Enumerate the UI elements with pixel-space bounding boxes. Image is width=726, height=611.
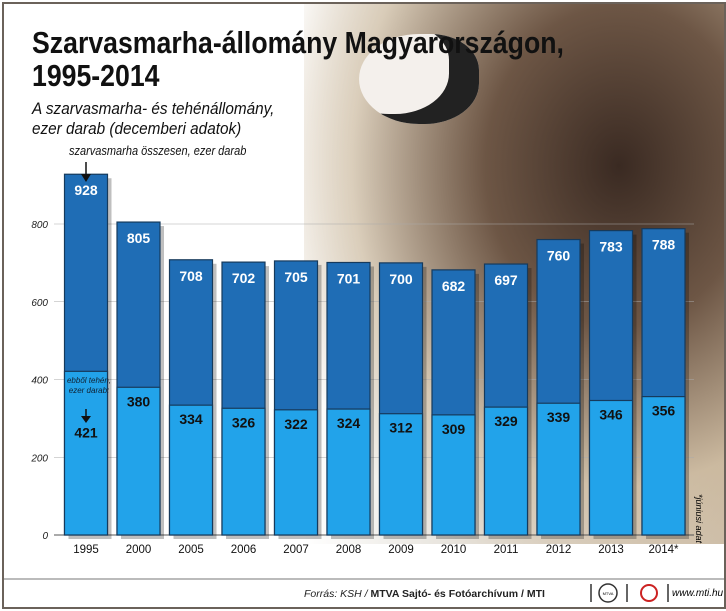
x-tick-label: 2006 <box>231 544 257 556</box>
mti-logo <box>640 584 658 602</box>
data-label-cow: 309 <box>442 421 466 437</box>
x-tick-label: 2008 <box>336 544 362 556</box>
x-tick-label: 2012 <box>546 544 572 556</box>
bar-cow <box>536 402 581 536</box>
data-label-total: 783 <box>599 239 623 255</box>
data-label-cow: 346 <box>599 406 623 422</box>
chart-title: Szarvasmarha-állomány Magyarországon, 19… <box>32 25 564 93</box>
bar-cow <box>483 406 529 536</box>
bar-cow <box>221 407 266 536</box>
subtitle-line: A szarvasmarha- és tehénállomány, <box>32 99 275 118</box>
data-label-total: 708 <box>179 268 203 284</box>
arrow-head <box>81 174 91 182</box>
data-label-cow: 421 <box>74 424 98 440</box>
source-bold: MTVA Sajtó- és Fotóarchívum / MTI <box>370 588 545 600</box>
data-label-total: 701 <box>337 270 361 286</box>
data-label-cow: 312 <box>389 420 413 436</box>
cow-head-image <box>359 34 479 124</box>
source-text: Forrás: KSH / MTVA Sajtó- és Fotóarchívu… <box>304 588 545 600</box>
data-label-total: 928 <box>74 182 98 198</box>
data-label-cow: 380 <box>127 393 151 409</box>
x-tick-label: 1995 <box>73 544 99 556</box>
bar-cow <box>273 409 319 536</box>
chart-subtitle: A szarvasmarha- és tehénállomány, ezer da… <box>32 99 274 139</box>
cow-annotation: ebből tehén, ezer darab: <box>66 376 112 395</box>
data-label-cow: 334 <box>179 411 203 427</box>
data-label-cow: 324 <box>337 415 361 431</box>
data-label-total: 702 <box>232 270 256 286</box>
data-label-cow: 326 <box>232 414 256 430</box>
bar-cow <box>326 408 371 536</box>
bar-cow <box>116 386 161 536</box>
x-tick-label: 2010 <box>441 544 467 556</box>
y-tick-label: 400 <box>31 376 48 387</box>
data-label-total: 700 <box>389 271 413 287</box>
bar-cow <box>63 370 109 536</box>
subtitle-line: ezer darab (decemberi adatok) <box>32 119 242 138</box>
data-label-cow: 356 <box>652 403 676 419</box>
data-label-total: 788 <box>652 237 676 253</box>
bar-cow <box>431 414 476 536</box>
bar-cow <box>378 413 424 536</box>
chart-svg: 0 200 400 600 800 928 421 1995 805 380 2000 708 334 2… <box>4 162 724 603</box>
total-annotation: szarvasmarha összesen, ezer darab <box>69 144 247 158</box>
x-tick-label: 2011 <box>494 544 519 556</box>
y-tick-label: 0 <box>42 531 48 542</box>
data-label-total: 760 <box>547 248 571 264</box>
y-tick-label: 200 <box>30 453 48 464</box>
source-prefix: Forrás: KSH / <box>304 588 371 600</box>
data-label-total: 682 <box>442 278 466 294</box>
y-tick-label: 800 <box>31 220 48 231</box>
data-label-total: 805 <box>127 230 151 246</box>
data-label-cow: 322 <box>284 416 308 432</box>
mtva-logo-text: MTVA <box>603 591 614 596</box>
x-tick-label: 2000 <box>126 544 152 556</box>
x-tick-label: 2007 <box>283 544 309 556</box>
url-text: www.mti.hu <box>672 588 724 599</box>
data-label-cow: 329 <box>494 413 518 429</box>
bar-cow <box>641 396 686 536</box>
x-tick-label: 2013 <box>598 544 624 556</box>
x-tick-label: 2014* <box>648 544 679 556</box>
mtva-logo <box>598 583 618 603</box>
y-tick-label: 600 <box>31 298 48 309</box>
data-label-total: 697 <box>494 272 518 288</box>
data-label-total: 705 <box>284 269 308 285</box>
data-label-cow: 339 <box>547 409 571 425</box>
bar-cow <box>168 404 214 536</box>
bar-cow <box>588 399 634 536</box>
arrow-head <box>81 416 91 423</box>
x-tick-label: 2009 <box>388 544 414 556</box>
x-tick-label: 2005 <box>178 544 204 556</box>
